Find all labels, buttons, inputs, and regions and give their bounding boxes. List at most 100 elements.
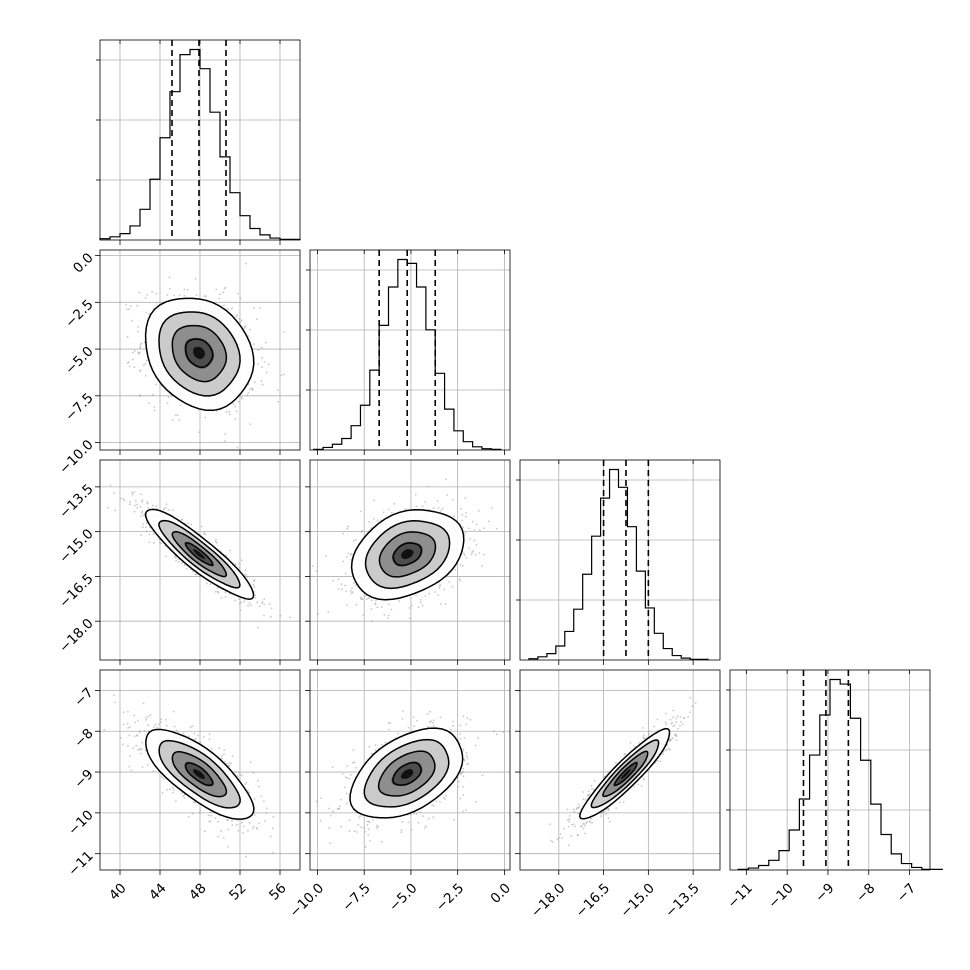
scatter-point <box>675 717 678 720</box>
scatter-point <box>126 362 129 364</box>
scatter-point <box>272 815 275 818</box>
scatter-point <box>584 799 587 801</box>
scatter-point <box>588 793 591 796</box>
scatter-point <box>141 741 143 744</box>
scatter-point <box>263 614 265 617</box>
scatter-point <box>410 604 413 607</box>
scatter-point <box>349 590 352 592</box>
scatter-point <box>346 802 348 805</box>
scatter-point <box>346 765 349 767</box>
scatter-point <box>109 484 112 487</box>
scatter-point <box>168 276 171 279</box>
scatter-panel-3-2: −18.0 −16.5 −15.0 −13.5 <box>515 669 721 921</box>
scatter-point <box>446 494 449 496</box>
scatter-point <box>252 772 255 774</box>
scatter-point <box>251 387 254 390</box>
scatter-point <box>325 554 327 557</box>
contour-2 <box>171 751 228 798</box>
scatter-point <box>253 825 255 828</box>
scatter-point <box>352 539 355 542</box>
scatter-point <box>461 519 463 522</box>
scatter-point <box>462 810 465 813</box>
scatter-point <box>573 810 576 813</box>
scatter-point <box>444 603 447 606</box>
scatter-point <box>183 797 186 799</box>
scatter-point <box>214 540 217 543</box>
scatter-point <box>131 358 134 361</box>
scatter-point <box>404 508 407 511</box>
scatter-point <box>238 400 240 403</box>
scatter-point <box>228 410 231 413</box>
scatter-point <box>248 822 251 824</box>
scatter-point <box>431 804 433 807</box>
scatter-point <box>232 403 235 405</box>
scatter-point <box>179 404 182 406</box>
scatter-point <box>353 582 355 584</box>
density-fill <box>145 298 254 411</box>
scatter-point <box>429 710 431 713</box>
scatter-point <box>236 314 239 317</box>
scatter-point <box>426 485 429 488</box>
scatter-point <box>332 810 334 813</box>
scatter-point <box>328 807 330 810</box>
scatter-point <box>600 815 602 818</box>
scatter-point <box>257 779 259 782</box>
scatter-point <box>198 811 201 814</box>
density-level-4 <box>400 769 414 779</box>
contour-3 <box>184 338 214 368</box>
scatter-point <box>370 752 373 755</box>
scatter-point <box>239 774 242 776</box>
scatter-point <box>364 831 366 833</box>
scatter-point <box>139 747 141 750</box>
scatter-point <box>360 596 362 599</box>
scatter-point <box>203 830 206 833</box>
scatter-point <box>227 308 229 310</box>
scatter-point <box>128 308 130 310</box>
scatter-point <box>215 288 218 291</box>
y-tick-label: −15.0 <box>56 526 97 567</box>
scatter-point <box>260 380 263 382</box>
scatter-point <box>344 786 346 789</box>
scatter-point <box>182 732 185 735</box>
scatter-point <box>433 719 435 722</box>
scatter-point <box>136 304 139 307</box>
scatter-point <box>132 351 134 354</box>
scatter-point <box>350 558 353 561</box>
x-tick-label: −10.0 <box>287 880 328 921</box>
contour-2 <box>378 531 437 578</box>
scatter-point <box>461 565 464 567</box>
scatter-point <box>472 550 474 552</box>
scatter-point <box>364 846 367 849</box>
scatter-point <box>260 795 263 798</box>
scatter-point <box>328 827 331 830</box>
scatter-point <box>168 509 170 511</box>
scatter-point <box>130 305 132 307</box>
scatter-point <box>224 440 226 442</box>
contour-1 <box>363 738 450 808</box>
scatter-point <box>240 559 243 562</box>
scatter-point <box>473 539 476 542</box>
scatter-point <box>226 762 228 765</box>
scatter-point <box>268 603 271 605</box>
scatter-point <box>146 502 149 505</box>
scatter-point <box>360 510 362 513</box>
scatter-point <box>171 786 174 789</box>
scatter-point <box>194 801 197 804</box>
scatter-point <box>257 626 259 629</box>
scatter-point <box>419 811 422 814</box>
scatter-point <box>357 823 360 826</box>
scatter-point <box>448 581 450 583</box>
scatter-point <box>147 715 150 718</box>
scatter-point <box>172 710 175 713</box>
scatter-point <box>367 828 370 831</box>
scatter-point <box>249 761 252 764</box>
scatter-point <box>156 726 158 729</box>
density-level-4 <box>193 346 205 360</box>
scatter-point <box>261 383 264 386</box>
scatter-point <box>134 504 136 507</box>
scatter-point <box>331 766 334 769</box>
scatter-point <box>224 591 227 593</box>
density-level-4 <box>193 769 205 779</box>
scatter-point <box>119 497 122 500</box>
scatter-point <box>244 569 247 572</box>
